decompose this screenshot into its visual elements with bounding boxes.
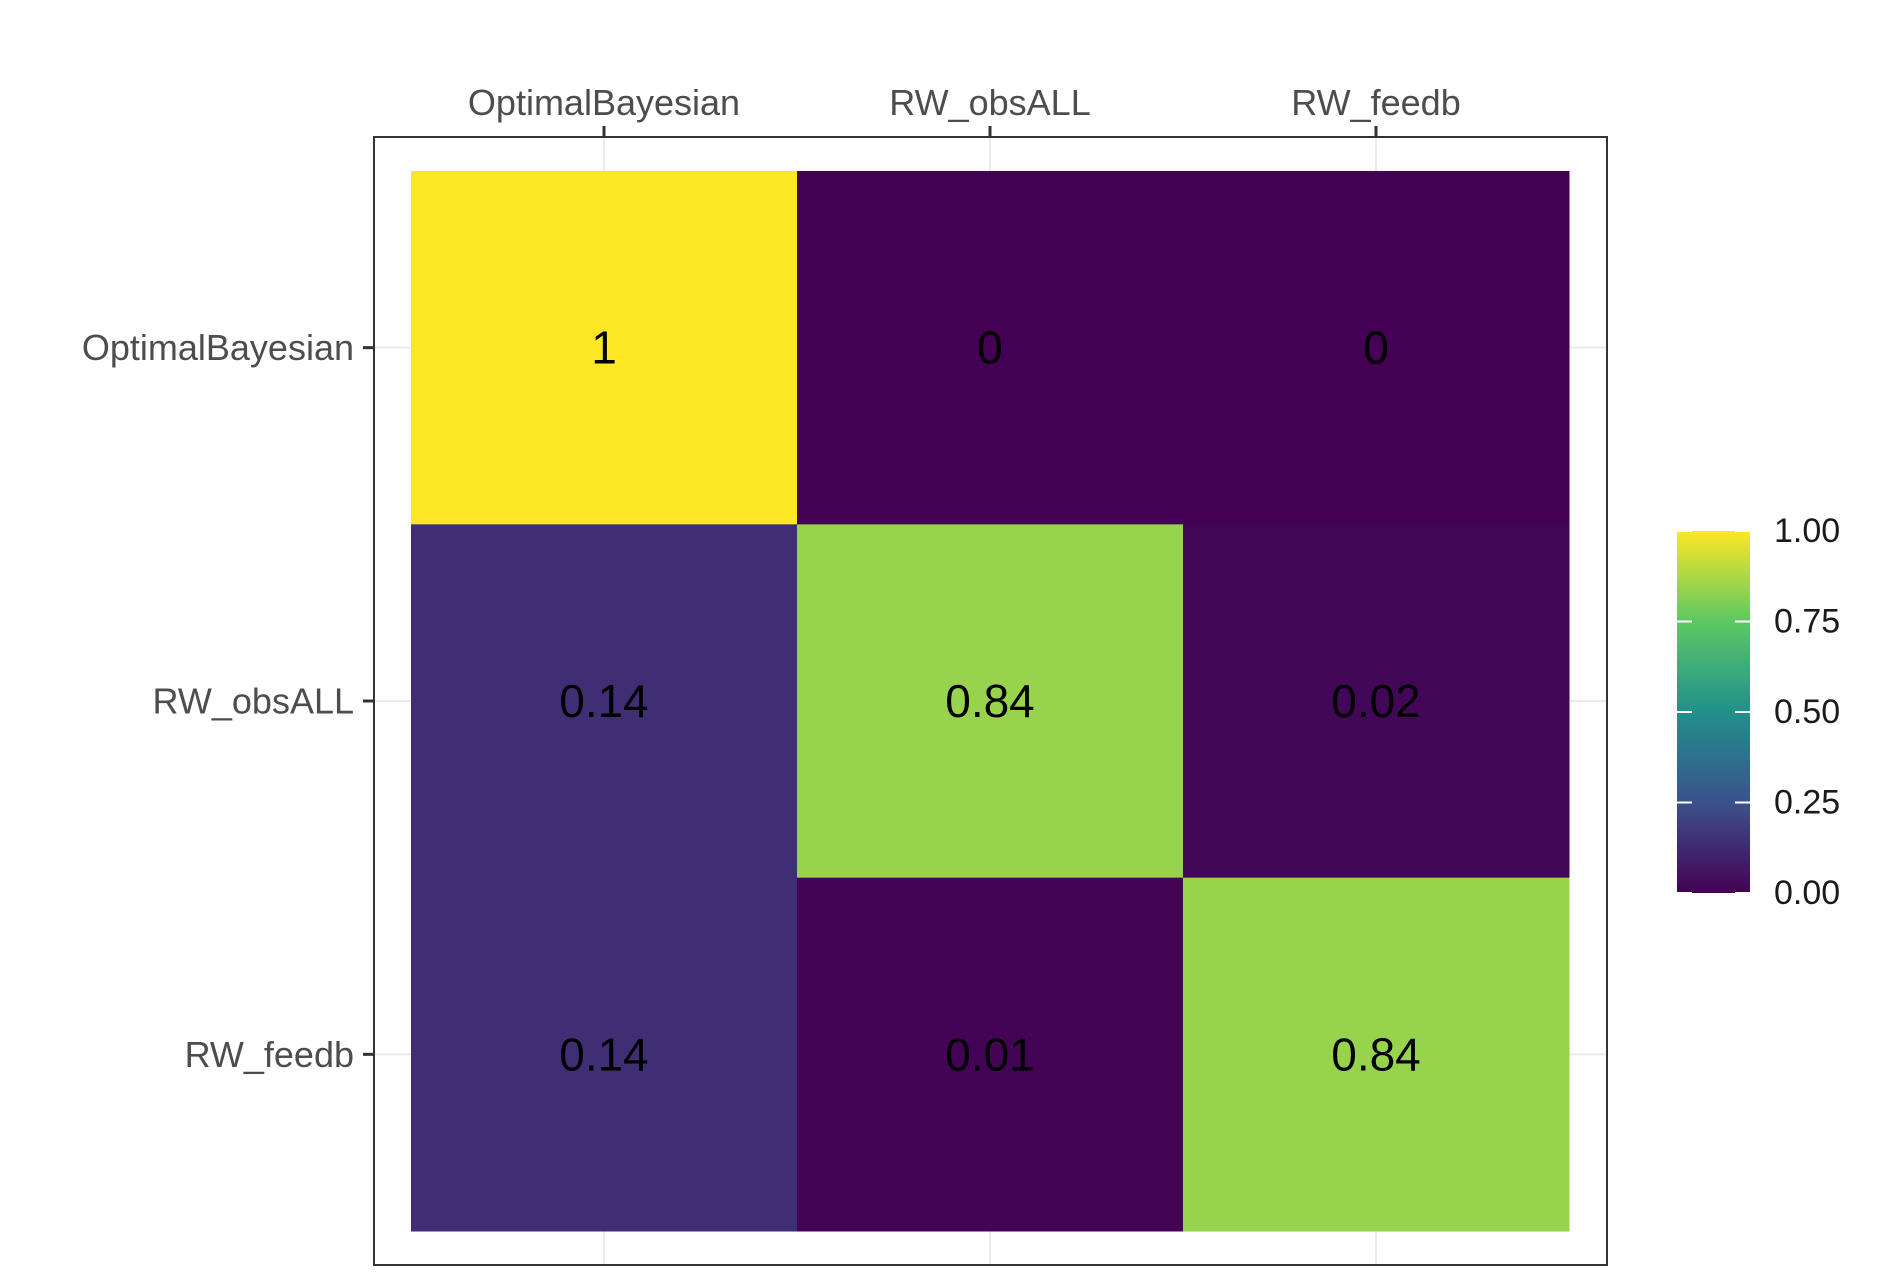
cell-value-label: 0.02 (1331, 675, 1421, 727)
cell-value-label: 0 (977, 322, 1003, 374)
cell-value-label: 0.01 (945, 1028, 1035, 1080)
x-axis-tick-label: RW_obsALL (889, 82, 1090, 123)
heatmap-cell (797, 524, 1184, 879)
y-axis-tick-label: OptimalBayesian (82, 327, 354, 368)
heatmap-cells: 1 0 0 0.14 0.84 0.02 0.14 0.01 0.84 (411, 171, 1570, 1232)
cell-value-label: 0.14 (559, 675, 649, 727)
x-axis-tick-label: RW_feedb (1291, 82, 1460, 123)
heatmap-cell (411, 877, 798, 1232)
colorbar-tick-label: 1.00 (1774, 512, 1840, 550)
y-axis-tick-label: RW_feedb (185, 1034, 354, 1075)
heatmap-cell (1183, 877, 1570, 1232)
colorbar-tick-label: 0.50 (1774, 693, 1840, 731)
colorbar-tick-label: 0.75 (1774, 603, 1840, 641)
axes: OptimalBayesian RW_obsALL RW_feedb OptimalB… (82, 82, 1461, 1075)
cell-value-label: 0.84 (945, 675, 1035, 727)
heatmap-cell (411, 171, 798, 525)
colorbar-tick-label: 0.00 (1774, 874, 1840, 912)
heatmap-cell (797, 877, 1184, 1232)
cell-value-label: 0.84 (1331, 1028, 1421, 1080)
heatmap-cell (1183, 524, 1570, 879)
heatmap-cell (797, 171, 1184, 525)
heatmap-cell (411, 524, 798, 879)
heatmap-cell (1183, 171, 1570, 525)
colorbar-legend: 1.00 0.75 0.50 0.25 0.00 (1677, 512, 1840, 912)
cell-value-label: 0.14 (559, 1028, 649, 1080)
colorbar-tick-label: 0.25 (1774, 784, 1840, 822)
y-axis-tick-label: RW_obsALL (153, 681, 354, 722)
x-axis-tick-label: OptimalBayesian (468, 82, 740, 123)
cell-value-label: 0 (1363, 322, 1389, 374)
cell-value-label: 1 (591, 322, 617, 374)
